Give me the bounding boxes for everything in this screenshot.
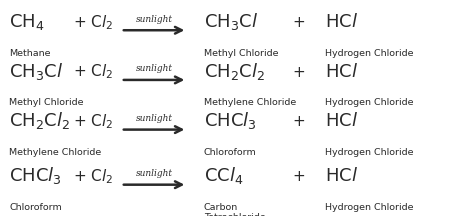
Text: sunlight: sunlight <box>136 64 173 73</box>
Text: Hydrogen Chloride: Hydrogen Chloride <box>325 203 413 212</box>
Text: $+\ \mathrm{C}l_2$: $+\ \mathrm{C}l_2$ <box>73 63 114 81</box>
Text: $+$: $+$ <box>292 169 305 184</box>
Text: $\mathrm{CHC}l_3$: $\mathrm{CHC}l_3$ <box>9 165 62 186</box>
Text: $\mathrm{HC}l$: $\mathrm{HC}l$ <box>325 13 358 31</box>
Text: $\mathrm{CH}_2\mathrm{C}l_2$: $\mathrm{CH}_2\mathrm{C}l_2$ <box>9 110 71 131</box>
Text: $\mathrm{CC}l_4$: $\mathrm{CC}l_4$ <box>204 165 243 186</box>
Text: $+$: $+$ <box>292 15 305 30</box>
Text: Methyl Chloride: Methyl Chloride <box>9 98 84 107</box>
Text: $\mathrm{CH}_3\mathrm{C}l$: $\mathrm{CH}_3\mathrm{C}l$ <box>204 11 258 32</box>
Text: sunlight: sunlight <box>136 169 173 178</box>
Text: Methyl Chloride: Methyl Chloride <box>204 49 278 58</box>
Text: $\mathrm{HC}l$: $\mathrm{HC}l$ <box>325 112 358 130</box>
Text: Carbon
Tetrachloride: Carbon Tetrachloride <box>204 203 265 216</box>
Text: Hydrogen Chloride: Hydrogen Chloride <box>325 98 413 107</box>
Text: $+$: $+$ <box>292 114 305 129</box>
Text: $\mathrm{CH}_2\mathrm{C}l_2$: $\mathrm{CH}_2\mathrm{C}l_2$ <box>204 61 265 82</box>
Text: Chloroform: Chloroform <box>9 203 62 212</box>
Text: $\mathrm{CH}_3\mathrm{C}l$: $\mathrm{CH}_3\mathrm{C}l$ <box>9 61 64 82</box>
Text: Hydrogen Chloride: Hydrogen Chloride <box>325 148 413 157</box>
Text: sunlight: sunlight <box>136 15 173 24</box>
Text: Hydrogen Chloride: Hydrogen Chloride <box>325 49 413 58</box>
Text: $\mathrm{CH}_4$: $\mathrm{CH}_4$ <box>9 12 45 32</box>
Text: $\mathrm{HC}l$: $\mathrm{HC}l$ <box>325 167 358 186</box>
Text: $+\ \mathrm{C}l_2$: $+\ \mathrm{C}l_2$ <box>73 13 114 32</box>
Text: Methane: Methane <box>9 49 51 58</box>
Text: Chloroform: Chloroform <box>204 148 256 157</box>
Text: $+\ \mathrm{C}l_2$: $+\ \mathrm{C}l_2$ <box>73 112 114 131</box>
Text: $\mathrm{CHC}l_3$: $\mathrm{CHC}l_3$ <box>204 110 256 131</box>
Text: sunlight: sunlight <box>136 114 173 123</box>
Text: Methylene Chloride: Methylene Chloride <box>9 148 102 157</box>
Text: $+\ \mathrm{C}l_2$: $+\ \mathrm{C}l_2$ <box>73 167 114 186</box>
Text: $\mathrm{HC}l$: $\mathrm{HC}l$ <box>325 63 358 81</box>
Text: $+$: $+$ <box>292 65 305 80</box>
Text: Methylene Chloride: Methylene Chloride <box>204 98 296 107</box>
